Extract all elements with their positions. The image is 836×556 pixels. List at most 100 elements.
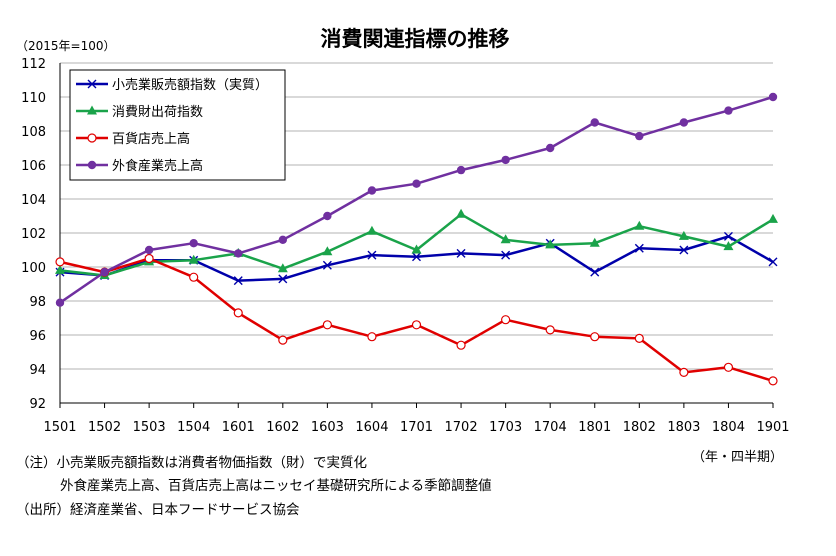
x-tick-label: 1602 <box>266 420 299 435</box>
data-point <box>545 143 555 153</box>
data-point <box>367 332 377 342</box>
data-point <box>323 211 332 221</box>
data-point <box>456 208 467 218</box>
legend-entry: 百貨店売上高 <box>76 131 190 147</box>
data-point <box>412 252 421 262</box>
data-point <box>456 340 466 350</box>
data-point <box>768 376 778 386</box>
series-line <box>59 257 774 383</box>
data-point <box>87 133 97 143</box>
x-tick-label: 1801 <box>578 420 611 435</box>
data-point <box>678 230 689 240</box>
note-line-2: 外食産業売上高、百貨店売上高はニッセイ基礎研究所による季節調整値 <box>60 478 492 494</box>
y-tick-label: 100 <box>21 261 46 276</box>
data-point <box>87 105 97 115</box>
data-point <box>501 250 511 260</box>
data-point <box>589 237 600 247</box>
y-tick-label: 108 <box>21 125 46 140</box>
data-point <box>100 267 109 277</box>
data-point <box>278 274 288 284</box>
x-tick-label: 1702 <box>445 420 478 435</box>
legend-label: 外食産業売上高 <box>112 158 203 174</box>
data-point <box>189 272 199 282</box>
x-tick-label: 1803 <box>667 420 700 435</box>
data-point <box>545 239 556 249</box>
data-point <box>768 257 778 267</box>
data-point <box>590 332 600 342</box>
data-point <box>634 243 644 253</box>
series-line <box>59 235 774 282</box>
data-point <box>322 320 332 330</box>
series-3 <box>55 253 778 386</box>
data-point <box>87 79 97 89</box>
legend-label: 消費財出荷指数 <box>112 105 203 120</box>
data-point <box>723 241 734 251</box>
y-tick-label: 96 <box>29 329 46 344</box>
data-point <box>679 245 689 255</box>
data-point <box>634 220 645 230</box>
data-point <box>144 253 154 264</box>
axes <box>59 63 774 408</box>
y-axis-unit-label: （2015年=100） <box>16 39 116 53</box>
data-point <box>634 333 644 343</box>
data-point <box>635 131 644 141</box>
y-tick-label: 98 <box>29 295 46 310</box>
x-tick-label: 1703 <box>489 420 522 435</box>
data-point <box>278 335 288 345</box>
data-point <box>456 165 466 175</box>
series-lines <box>55 92 778 386</box>
data-point <box>590 118 599 127</box>
x-tick-label: 1603 <box>311 420 344 435</box>
legend-entry: 小売業販売額指数（実質） <box>76 77 268 93</box>
series-4 <box>55 92 778 307</box>
x-tick-label: 1704 <box>534 420 567 435</box>
data-point <box>55 298 65 307</box>
note-line-1: （注）小売業販売額指数は消費者物価指数（財）で実質化 <box>16 455 367 471</box>
data-point <box>679 367 689 377</box>
data-point <box>412 179 421 188</box>
x-tick-label: 1501 <box>43 420 76 435</box>
legend-label: 小売業販売額指数（実質） <box>112 77 268 93</box>
x-tick-label: 1604 <box>355 420 388 435</box>
data-point <box>233 308 243 318</box>
y-tick-labels: 92 94 96 98 100 102 104 106 108 110 112 <box>21 57 46 412</box>
data-point <box>55 257 65 267</box>
series-1 <box>55 231 778 286</box>
data-point <box>768 213 778 223</box>
x-tick-label: 1901 <box>756 420 789 435</box>
x-tick-label: 1804 <box>712 420 745 435</box>
x-tick-label: 1504 <box>177 420 210 435</box>
data-point <box>724 106 733 115</box>
data-point <box>411 244 422 254</box>
chart-title: 消費関連指標の推移 <box>321 27 510 51</box>
data-point <box>501 315 511 325</box>
data-point <box>723 362 734 372</box>
data-point <box>87 160 97 170</box>
x-axis-unit-label: （年・四半期） <box>692 450 784 465</box>
y-tick-label: 106 <box>21 159 46 174</box>
legend-box <box>69 69 286 181</box>
y-tick-label: 92 <box>29 397 46 412</box>
x-tick-labels: 1501 1502 1503 1504 1601 1602 1603 1604 1701 1702… <box>43 420 789 435</box>
x-tick-label: 1502 <box>88 420 121 435</box>
legend-label: 百貨店売上高 <box>112 131 190 147</box>
data-point <box>322 260 332 270</box>
data-point <box>322 246 333 256</box>
y-tick-label: 112 <box>21 57 46 72</box>
data-point <box>367 186 377 195</box>
x-tick-label: 1503 <box>133 420 166 435</box>
y-tick-label: 102 <box>21 227 46 242</box>
legend-entry: 外食産業売上高 <box>76 158 203 174</box>
data-point <box>590 267 600 277</box>
data-point <box>55 264 65 274</box>
source-note: （出所）経済産業省、日本フードサービス協会 <box>16 502 300 518</box>
series-2 <box>55 208 778 279</box>
data-point <box>679 118 689 127</box>
data-point <box>723 231 733 241</box>
data-point <box>545 325 555 335</box>
x-tick-label: 1802 <box>623 420 656 435</box>
data-point <box>501 155 510 165</box>
data-point <box>234 249 243 258</box>
data-point <box>233 276 243 286</box>
